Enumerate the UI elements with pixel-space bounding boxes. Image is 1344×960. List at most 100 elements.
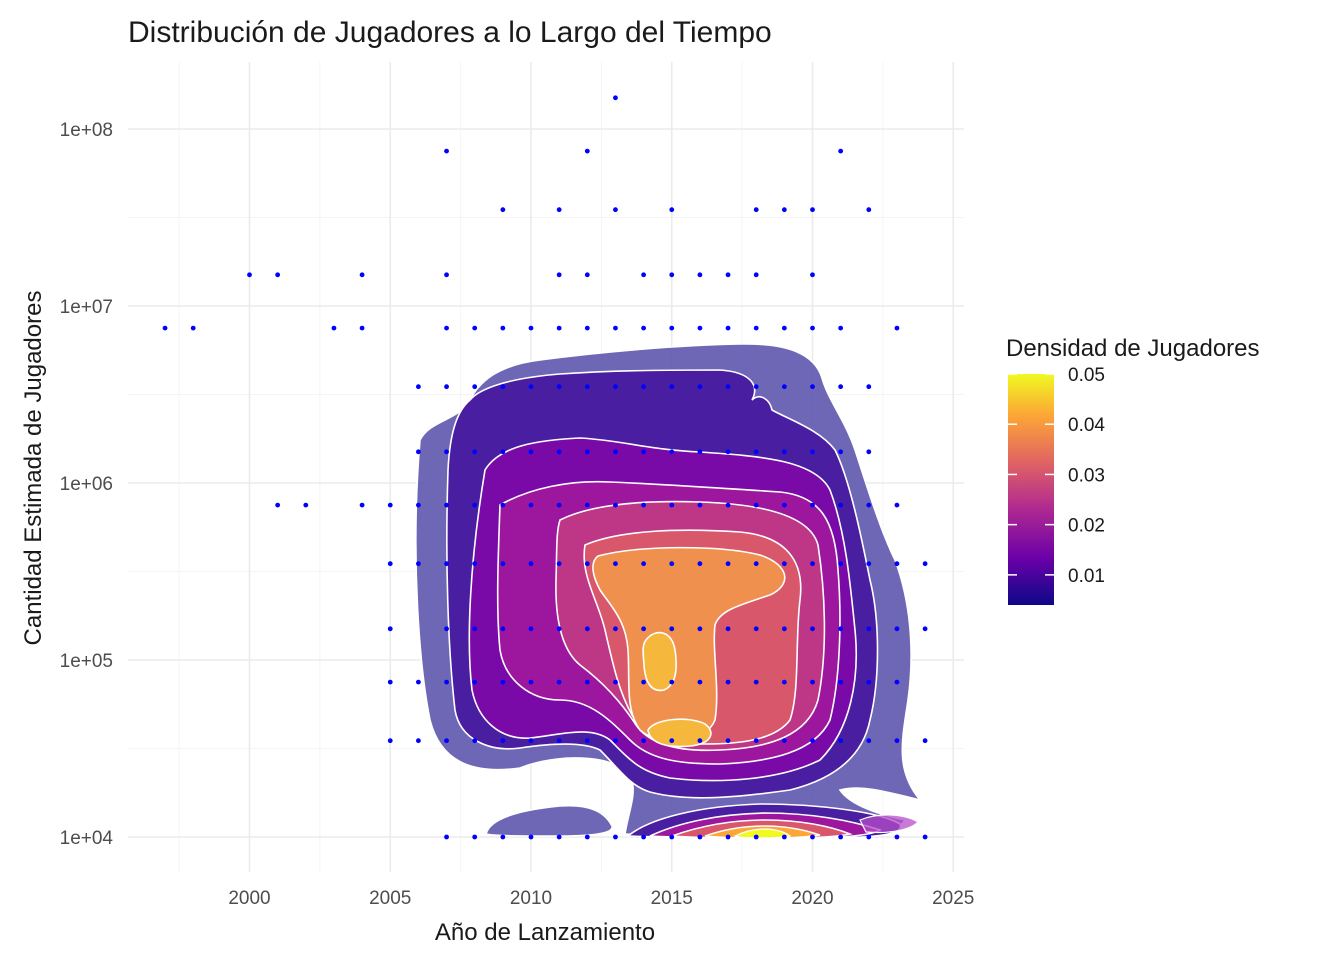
legend-ticks: 0.01 0.02 0.03 0.04 0.05 [1008,365,1105,587]
legend-tick-label: 0.04 [1068,415,1105,436]
data-point [838,325,844,331]
data-point [500,502,506,508]
data-point [613,384,618,390]
data-point [500,738,506,744]
data-point [359,325,365,331]
data-point [725,272,731,278]
data-point [641,679,646,685]
x-tick-label: 2000 [228,888,270,909]
x-tick-label: 2005 [369,888,411,909]
data-point [500,325,506,331]
data-point [528,449,534,455]
data-point [725,384,731,390]
data-point [810,384,815,390]
data-point [584,679,590,685]
y-tick-label: 1e+07 [60,297,113,318]
x-tick-label: 2020 [791,888,833,909]
data-point [641,449,646,455]
data-point [584,502,590,508]
data-point [500,626,506,632]
data-point [866,502,872,508]
data-point [613,561,618,567]
data-point [697,626,703,632]
data-point [838,561,844,567]
data-point [359,272,365,278]
data-point [556,561,562,567]
data-point [584,384,590,390]
data-point [669,738,675,744]
data-point [810,272,815,278]
data-point [810,449,815,455]
data-point [641,561,646,567]
data-point [500,561,506,567]
density-contours [415,343,923,839]
data-point [781,561,787,567]
data-point [810,738,815,744]
data-point [838,834,844,840]
data-point [866,449,872,455]
data-point [781,449,787,455]
data-point [725,738,731,744]
y-tick-label: 1e+08 [60,120,113,141]
data-point [472,738,478,744]
data-point [584,834,590,840]
data-point [669,626,675,632]
data-point [416,384,421,390]
data-point [725,626,731,632]
y-axis-title: Cantidad Estimada de Jugadores [20,291,47,646]
data-point [922,561,928,567]
x-axis-ticks: 2000 2005 2010 2015 2020 2025 [228,888,974,909]
data-point [613,626,618,632]
data-point [781,626,787,632]
data-point [190,325,196,331]
data-point [810,207,815,213]
data-point [810,679,815,685]
data-point [781,207,787,213]
data-point [387,502,393,508]
data-point [866,384,872,390]
data-point [753,325,759,331]
data-point [444,834,449,840]
data-point [866,626,872,632]
data-point [641,502,646,508]
data-point [472,384,478,390]
data-point [528,834,534,840]
data-point [613,738,618,744]
data-point [472,325,478,331]
data-point [753,679,759,685]
data-point [669,325,675,331]
data-point [781,679,787,685]
data-point [922,834,928,840]
data-point [500,679,506,685]
data-point [613,502,618,508]
data-point [331,325,337,331]
data-point [781,738,787,744]
data-point [838,679,844,685]
data-point [528,325,534,331]
data-point [866,207,872,213]
data-point [472,679,478,685]
data-point [556,325,562,331]
data-point [303,502,309,508]
data-point [444,679,449,685]
data-point [866,679,872,685]
data-point [725,325,731,331]
data-point [753,738,759,744]
data-point [697,384,703,390]
y-tick-label: 1e+06 [60,474,113,495]
data-point [697,738,703,744]
data-point [669,384,675,390]
data-point [922,738,928,744]
density-band-7 [592,546,786,743]
data-point [444,449,449,455]
data-point [753,384,759,390]
data-point [641,626,646,632]
data-point [556,384,562,390]
scatter-points [162,95,928,840]
data-point [641,272,646,278]
data-point [725,679,731,685]
density-right-ridge [859,814,919,834]
data-point [556,626,562,632]
data-point [753,449,759,455]
